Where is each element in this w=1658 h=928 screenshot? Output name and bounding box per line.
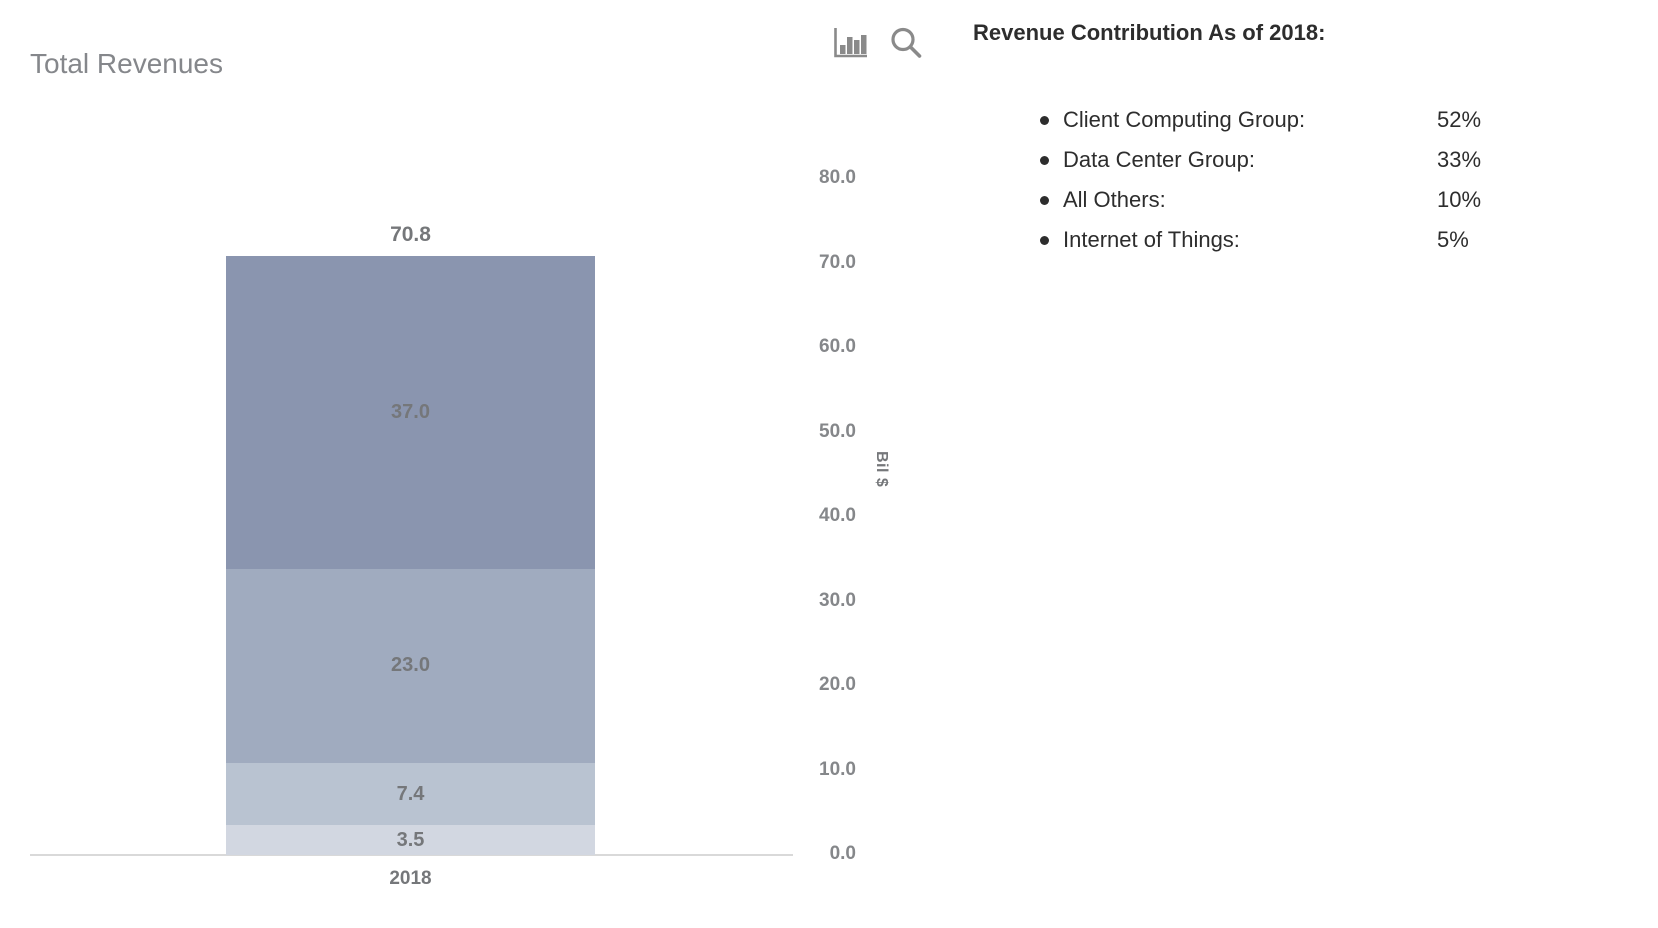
y-tick-label: 50.0 [819,420,856,442]
bar-segment-client-computing-group[interactable]: 37.0 [226,255,595,569]
bullet-icon [1040,236,1049,245]
search-icon[interactable] [889,26,923,60]
bullet-icon [1040,156,1049,165]
panel-item-value: 10% [1437,187,1482,212]
x-axis-line [30,854,793,856]
bullet-icon [1040,196,1049,205]
panel-item-value: 5% [1437,227,1469,252]
bar-segment-all-others[interactable]: 7.4 [226,762,595,826]
y-tick-label: 60.0 [819,336,856,357]
panel-list: Client Computing Group: 52% Data Center Gr… [1040,100,1560,260]
y-tick-label: 30.0 [819,589,856,611]
bar-total-label: 70.8 [390,222,431,246]
y-tick-label: 10.0 [819,758,856,780]
panel-item-value: 33% [1437,147,1482,172]
bar-segment-internet-of-things[interactable]: 3.5 [226,825,595,855]
bar-segment-value-label: 37.0 [391,400,430,423]
chart-toolbar [833,26,923,60]
panel-list-item: All Others: 10% [1040,180,1560,220]
panel-list-item: Data Center Group: 33% [1040,140,1560,180]
panel-item-label: Data Center Group: [1063,147,1255,172]
panel-item-value: 52% [1437,107,1482,132]
panel-list-item: Internet of Things: 5% [1040,220,1560,260]
y-tick-label: 80.0 [819,167,856,188]
bar-segment-value-label: 23.0 [391,654,430,677]
bullet-icon [1040,116,1049,125]
y-tick-label: 20.0 [819,674,856,695]
chart-title: Total Revenues [30,48,224,79]
panel-item-label: Internet of Things: [1063,227,1240,252]
panel-heading: Revenue Contribution As of 2018: [973,20,1326,45]
y-axis-title: Bil $ [873,451,890,488]
bar-segment-value-label: 7.4 [396,782,425,805]
bar-segment-value-label: 3.5 [396,828,425,851]
y-tick-label: 40.0 [819,505,856,526]
x-axis-category-label: 2018 [389,868,432,889]
y-tick-label: 0.0 [829,843,856,864]
bar-segment-data-center-group[interactable]: 23.0 [226,568,595,763]
panel-item-label: All Others: [1063,187,1166,212]
panel-list-item: Client Computing Group: 52% [1040,100,1560,140]
y-tick-label: 70.0 [819,251,856,273]
panel-item-label: Client Computing Group: [1063,107,1306,132]
bar-chart-icon[interactable] [833,27,869,59]
